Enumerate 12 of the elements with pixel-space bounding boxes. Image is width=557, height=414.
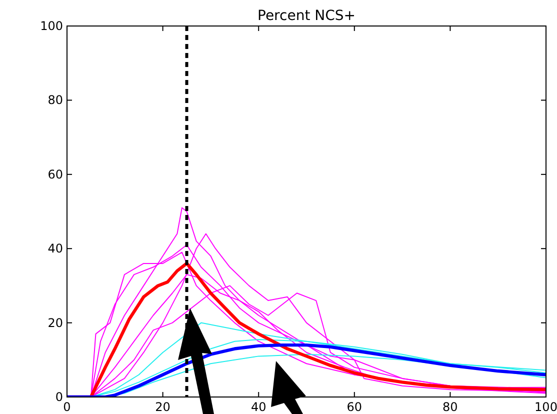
- y-tick-label: 60: [48, 167, 63, 182]
- y-tick-label: 80: [48, 93, 63, 108]
- y-tick-label: 0: [55, 390, 63, 404]
- x-tick-label: 100: [534, 400, 557, 414]
- x-tick-label: 80: [442, 400, 458, 414]
- chart-title: Percent NCS+: [258, 8, 356, 24]
- x-tick-label: 40: [250, 400, 266, 414]
- y-tick-label: 100: [40, 19, 63, 33]
- x-tick-label: 60: [346, 400, 362, 414]
- x-tick-label: 20: [155, 400, 170, 414]
- y-tick-label: 20: [48, 316, 63, 330]
- y-tick-label: 40: [48, 242, 63, 256]
